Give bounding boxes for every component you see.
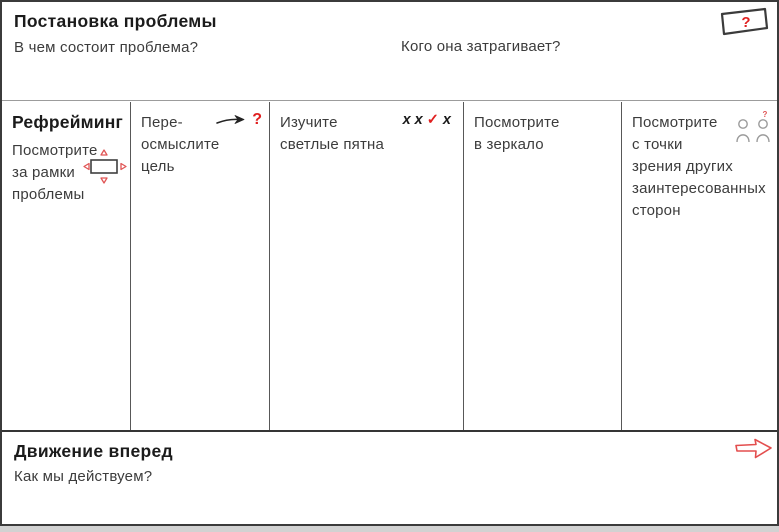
moving-forward-section: Движение вперед Как мы действуем?	[2, 430, 777, 524]
stakeholders-icon: ?	[736, 110, 770, 143]
reframing-intro-cell: Рефрейминг Посмотрите за рамки проблемы	[2, 102, 131, 430]
x-marks-after: x	[442, 112, 451, 128]
help-question-mark: ?	[741, 14, 750, 31]
mirror-cell: Посмотрите в зеркало	[464, 102, 622, 430]
action-question: Как мы действуем?	[14, 468, 153, 485]
rethink-goal-cell: Пере- осмыслите цель ?	[131, 102, 270, 430]
reframing-subtitle: Посмотрите за рамки проблемы	[12, 142, 98, 203]
mirror-label: Посмотрите в зеркало	[474, 114, 560, 153]
rethink-goal-label: Пере- осмыслите цель	[141, 114, 220, 175]
x-marks-before: x x	[402, 112, 423, 128]
stakeholders-cell: Посмотрите с точки зрения других заинтер…	[622, 102, 777, 430]
arrow-right-icon	[216, 115, 245, 124]
problem-statement-section: Постановка проблемы В чем состоит пробле…	[2, 2, 777, 101]
stakeholders-label: Посмотрите с точки зрения других заинтер…	[632, 114, 766, 219]
forward-arrow-icon	[735, 438, 772, 459]
stakeholder-question-mark: ?	[763, 110, 768, 119]
red-question-mark: ?	[252, 111, 262, 128]
reframing-section: Рефрейминг Посмотрите за рамки проблемы …	[2, 102, 777, 430]
x-marks: x x ✓ x	[399, 112, 451, 128]
problem-statement-title: Постановка проблемы	[14, 11, 217, 31]
question-box-icon: ?	[720, 7, 769, 36]
affected-question: Кого она затрагивает?	[401, 38, 561, 55]
check-mark: ✓	[426, 112, 439, 128]
problem-question: В чем состоит проблема?	[14, 39, 199, 56]
moving-forward-title: Движение вперед	[14, 441, 173, 461]
bright-spots-label: Изучите светлые пятна	[280, 114, 385, 153]
goal-arrow-group: ?	[215, 112, 262, 128]
bright-spots-cell: Изучите светлые пятна x x ✓ x	[270, 102, 464, 430]
reframing-title: Рефрейминг	[12, 112, 124, 132]
frame-expand-icon	[83, 149, 127, 184]
